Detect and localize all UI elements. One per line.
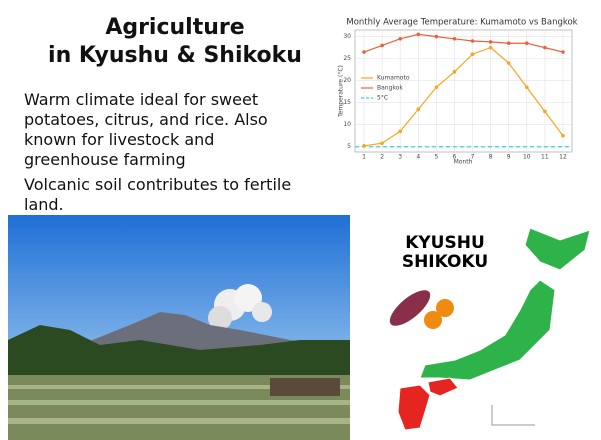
x-tick-label: 1 — [362, 154, 366, 161]
title-line: in Kyushu & Shikoku — [48, 43, 302, 68]
x-tick-label: 5 — [434, 154, 438, 161]
point — [543, 45, 547, 50]
plot-area — [354, 29, 573, 153]
point — [434, 34, 439, 39]
slide-title: Agriculture in Kyushu & Shikoku — [20, 14, 330, 70]
x-axis-label: Month — [454, 159, 473, 166]
x-tick-label: 2 — [380, 154, 384, 161]
chart-title: Monthly Average Temperature: Kumamoto vs… — [346, 18, 577, 28]
point — [470, 39, 475, 43]
y-tick-label: 5 — [347, 143, 351, 150]
legend-label: Bangkok — [377, 85, 403, 92]
point — [362, 144, 366, 148]
point — [524, 41, 529, 46]
legend-label: Kumamoto — [377, 75, 410, 82]
map-label: SHIKOKU — [402, 252, 488, 272]
point — [380, 43, 384, 48]
series-line — [363, 33, 564, 53]
map-panel: KYUSHU SHIKOKU — [389, 227, 591, 431]
point — [452, 37, 457, 41]
point — [362, 50, 366, 54]
photo — [8, 215, 350, 440]
point — [488, 45, 493, 50]
x-tick-label: 10 — [523, 154, 531, 161]
point — [506, 61, 511, 65]
series-line — [363, 46, 564, 147]
title-line: Agriculture — [105, 15, 245, 40]
x-tick-label: 12 — [559, 154, 567, 161]
y-tick-label: 20 — [343, 77, 351, 84]
x-tick-label: 4 — [416, 154, 420, 161]
point — [398, 129, 403, 134]
x-tick-label: 3 — [398, 154, 402, 161]
bullet: Warm climate ideal for sweet potatoes, c… — [24, 90, 268, 169]
map-label: KYUSHU — [405, 233, 485, 253]
point — [434, 85, 439, 90]
x-tick-label: 11 — [541, 154, 549, 161]
y-tick-label: 30 — [343, 33, 351, 40]
x-tick-label: 8 — [489, 154, 493, 161]
x-tick-label: 6 — [453, 154, 457, 161]
y-tick-label: 15 — [343, 99, 351, 106]
bullet: Volcanic soil contributes to fertile lan… — [24, 175, 292, 214]
point — [380, 141, 384, 145]
legend-label: 5°C — [377, 95, 388, 102]
x-tick-label: 7 — [471, 154, 475, 161]
y-axis-label: Temperature (°C) — [338, 65, 345, 118]
point — [524, 85, 529, 90]
point — [488, 40, 493, 44]
point — [506, 41, 511, 46]
x-tick-label: 9 — [507, 154, 511, 161]
y-tick-label: 25 — [343, 55, 351, 62]
point — [470, 52, 475, 57]
point — [452, 70, 457, 74]
point — [416, 107, 421, 112]
point — [416, 32, 421, 37]
point — [561, 133, 565, 138]
point — [543, 109, 547, 114]
point — [561, 50, 565, 54]
point — [398, 37, 403, 41]
y-tick-label: 10 — [343, 121, 351, 128]
